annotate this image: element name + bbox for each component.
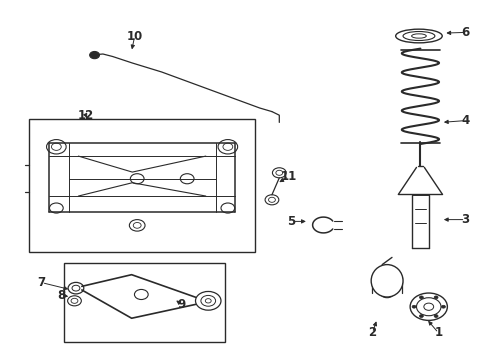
Ellipse shape <box>396 29 442 43</box>
Bar <box>29 119 255 252</box>
Text: 2: 2 <box>368 327 376 339</box>
Circle shape <box>419 315 423 318</box>
Text: 1: 1 <box>435 327 442 339</box>
Text: 5: 5 <box>288 215 295 228</box>
Text: 9: 9 <box>177 298 185 311</box>
Circle shape <box>419 296 423 299</box>
Text: 6: 6 <box>462 26 469 39</box>
Text: 4: 4 <box>462 114 469 127</box>
Text: 8: 8 <box>57 289 65 302</box>
Text: 7: 7 <box>38 276 46 289</box>
Circle shape <box>434 296 438 299</box>
Circle shape <box>441 305 445 308</box>
Ellipse shape <box>412 34 426 38</box>
Text: 10: 10 <box>126 30 143 42</box>
Circle shape <box>412 305 416 308</box>
Circle shape <box>90 51 99 59</box>
Ellipse shape <box>371 265 403 297</box>
Text: 12: 12 <box>77 109 94 122</box>
Text: 3: 3 <box>462 213 469 226</box>
Ellipse shape <box>403 31 435 40</box>
Circle shape <box>434 315 438 318</box>
Bar <box>64 263 225 342</box>
Text: 11: 11 <box>281 170 297 183</box>
